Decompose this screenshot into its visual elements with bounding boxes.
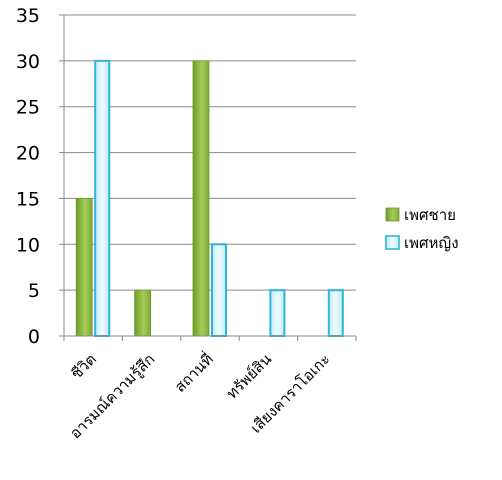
y-tick-label-1: 5	[28, 280, 40, 302]
y-tick-labels: 0 5 10 15 20 25 30 35	[16, 5, 40, 348]
bar-male-0	[75, 198, 93, 337]
bar-female-3	[269, 289, 286, 337]
bars	[75, 59, 344, 338]
bar-female-2	[211, 243, 227, 338]
gridlines	[64, 14, 356, 291]
bar-male-1	[134, 289, 152, 337]
bar-male-2	[192, 60, 210, 337]
axes	[59, 14, 357, 341]
y-tick-label-2: 10	[16, 234, 40, 256]
y-tick-label-6: 30	[16, 51, 40, 73]
x-tick-label-0: ชีวิต	[67, 350, 100, 383]
y-tick-label-4: 20	[16, 143, 40, 165]
legend-label-1: เพศหญิง	[404, 234, 459, 252]
legend-swatch-male	[385, 207, 400, 222]
y-tick-label-3: 15	[16, 188, 40, 210]
x-tick-label-2: สถานที่	[170, 349, 217, 396]
y-tick-label-0: 0	[28, 326, 40, 348]
y-tick-label-5: 25	[16, 97, 40, 119]
y-tick-label-7: 35	[16, 5, 40, 27]
legend-swatch-female	[385, 235, 400, 250]
bar-female-0	[94, 59, 111, 337]
legend-label-0: เพศชาย	[404, 206, 456, 224]
x-tick-label-3: ทรัพย์สิน	[223, 350, 275, 402]
bar-female-4	[327, 289, 344, 337]
